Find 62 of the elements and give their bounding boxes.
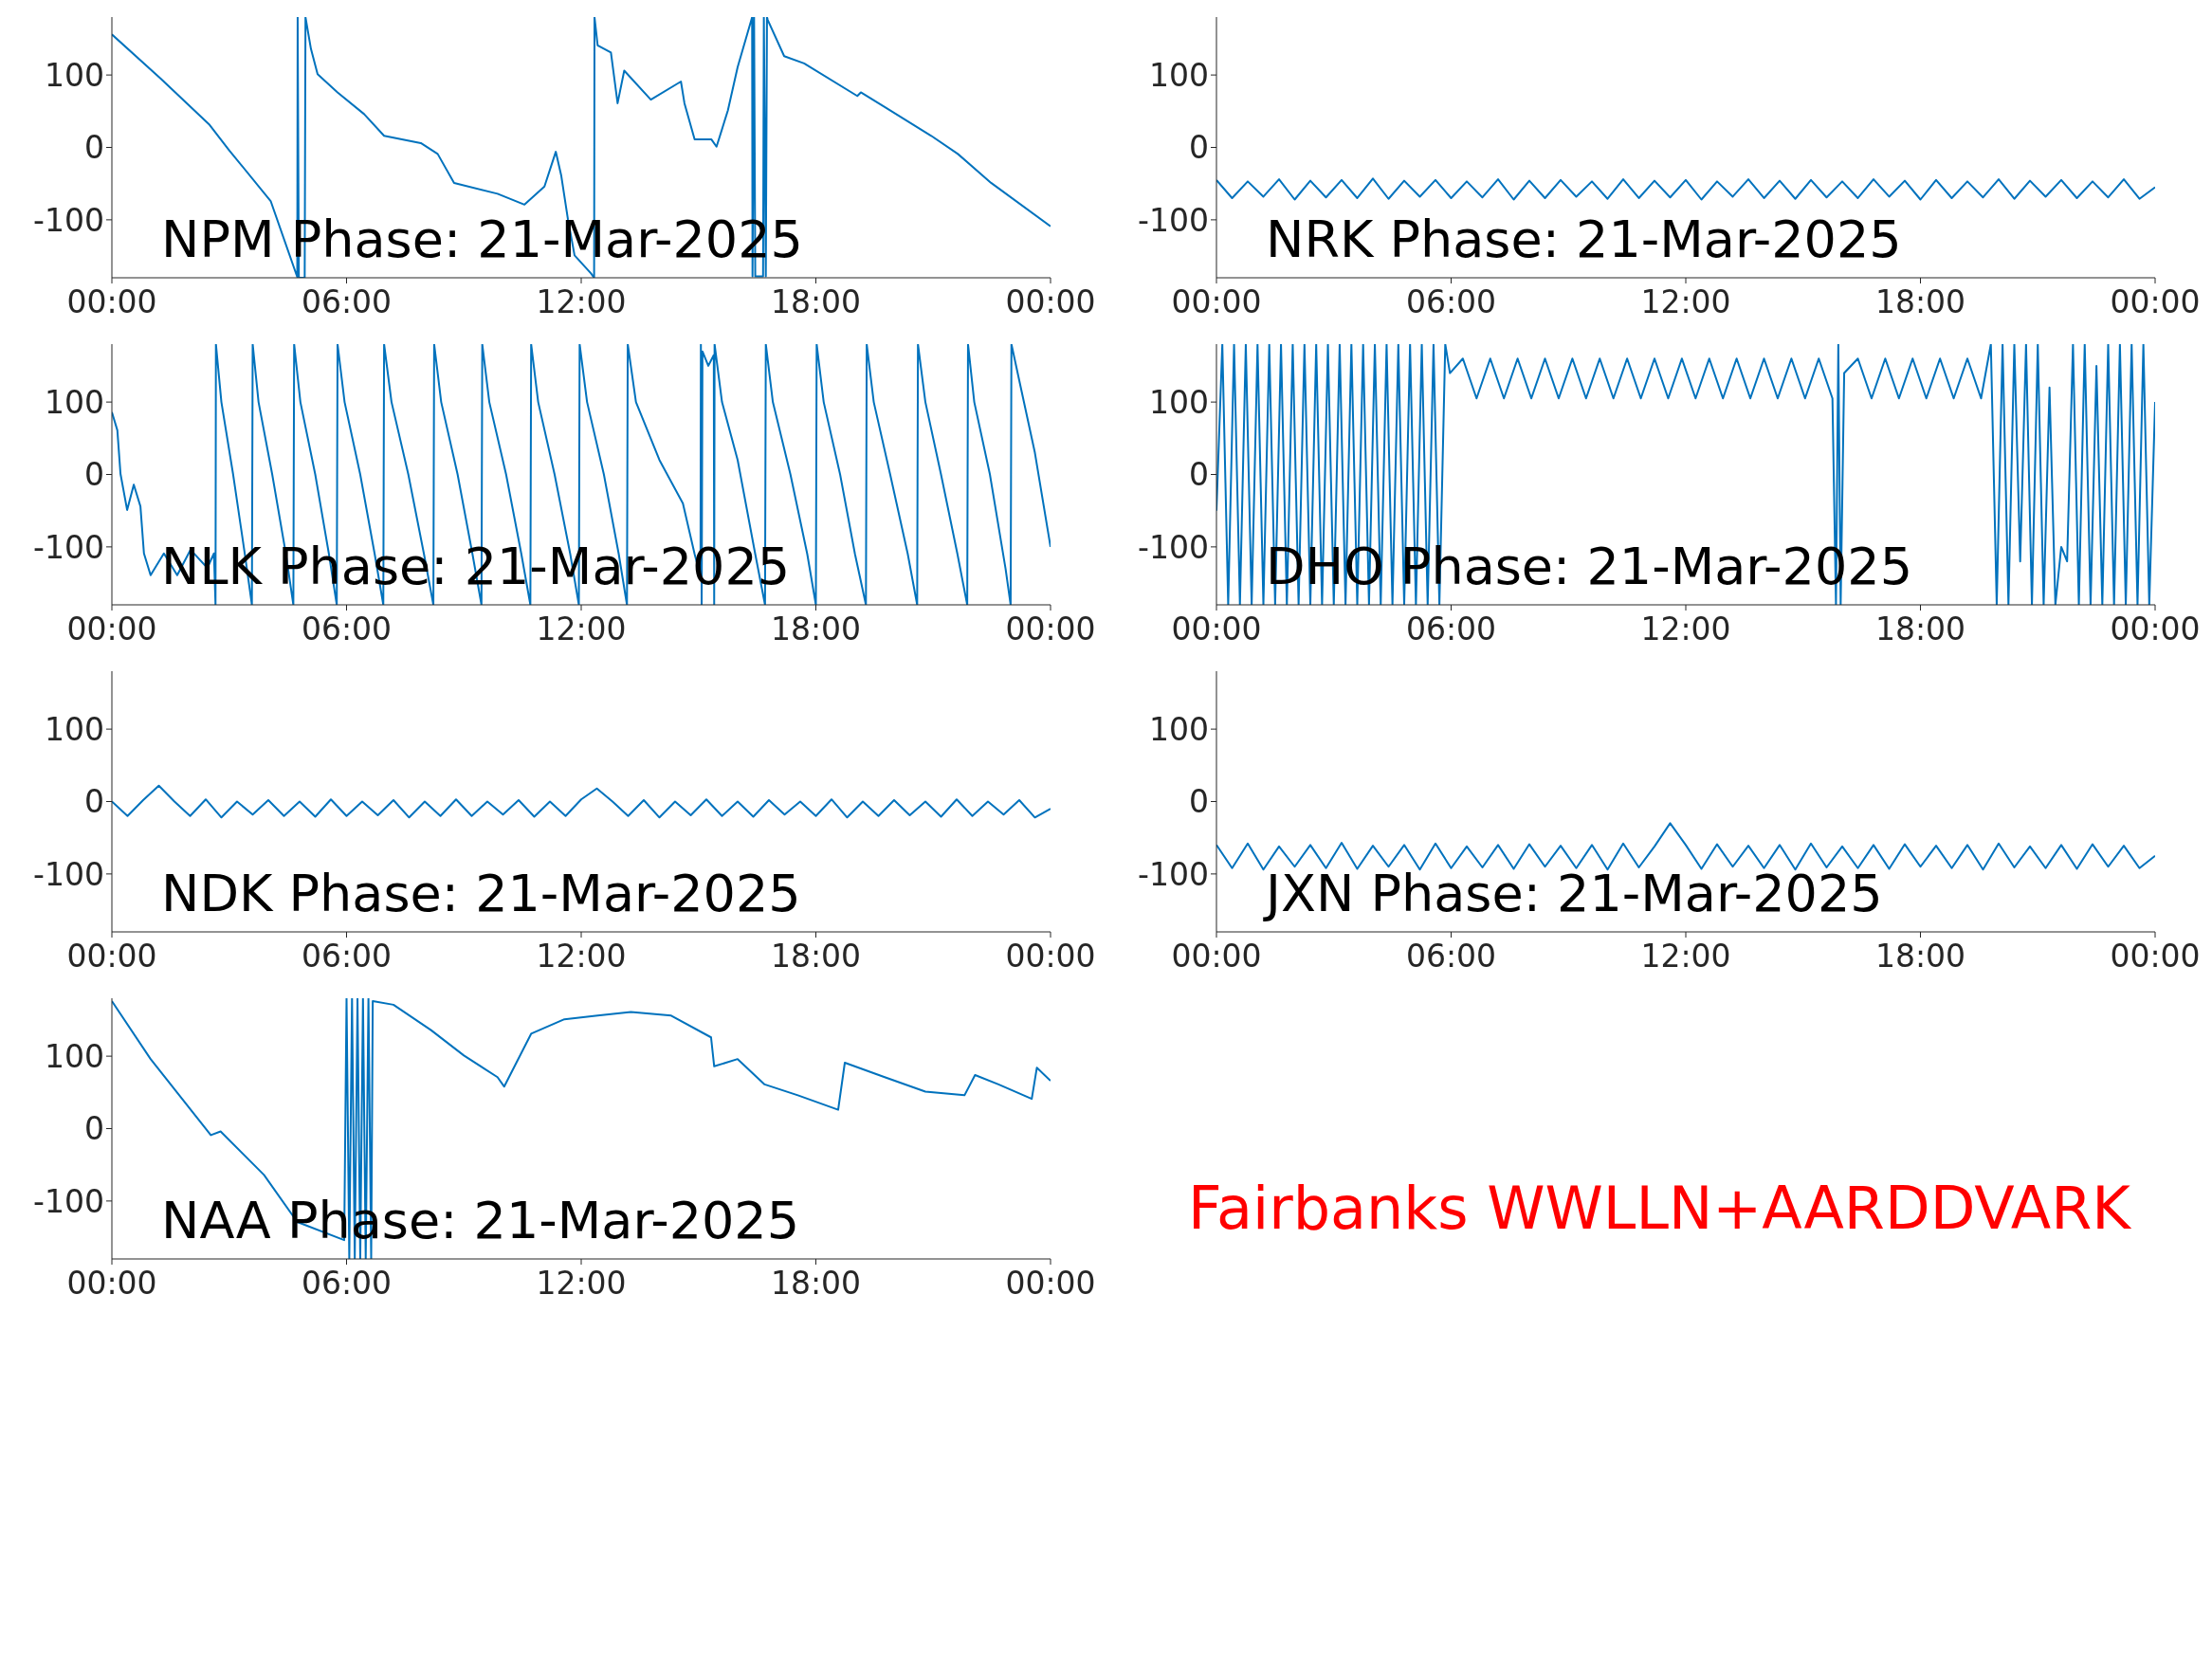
x-tick-label: 12:00	[1640, 283, 1731, 321]
x-tick-label: 00:00	[1171, 938, 1262, 975]
y-tick-label: 100	[1149, 56, 1209, 94]
line-series	[1216, 822, 2155, 871]
x-tick-label: 00:00	[1005, 1265, 1096, 1303]
y-tick-label: 0	[1189, 783, 1209, 821]
x-tick-label: 00:00	[66, 1265, 157, 1303]
text: NRK Phase: 21-Mar-2025	[1266, 210, 1902, 269]
y-tick-label: 100	[45, 1037, 104, 1075]
y-tick-label: 0	[1189, 129, 1209, 167]
x-tick-label: 00:00	[66, 283, 157, 321]
y-tick-label: -100	[33, 855, 104, 893]
x-tick-label: 00:00	[1005, 938, 1096, 975]
y-tick-label: 0	[1189, 456, 1209, 494]
y-tick-label: 0	[84, 1110, 104, 1148]
x-tick-label: 18:00	[770, 283, 862, 321]
line-series	[1216, 177, 2155, 201]
y-tick-label: 100	[45, 710, 104, 748]
x-tick-label: 06:00	[1405, 283, 1497, 321]
x-tick-label: 00:00	[1005, 283, 1096, 321]
x-tick-label: 18:00	[770, 611, 862, 648]
x-tick-label: 12:00	[536, 938, 627, 975]
text: NDK Phase: 21-Mar-2025	[161, 864, 801, 923]
y-tick-label: 100	[1149, 710, 1209, 748]
x-tick-label: 06:00	[301, 283, 393, 321]
y-tick-label: 0	[84, 129, 104, 167]
y-tick-label: -100	[33, 201, 104, 239]
x-tick-label: 00:00	[66, 938, 157, 975]
x-tick-label: 00:00	[1171, 283, 1262, 321]
x-tick-label: 12:00	[536, 283, 627, 321]
line-series	[112, 784, 1051, 819]
y-tick-label: -100	[1138, 201, 1209, 239]
x-tick-label: 06:00	[301, 1265, 393, 1303]
y-tick-label: -100	[1138, 855, 1209, 893]
x-tick-label: 00:00	[2110, 283, 2201, 321]
x-tick-label: 00:00	[66, 611, 157, 648]
x-tick-label: 12:00	[1640, 611, 1731, 648]
x-tick-label: 18:00	[770, 938, 862, 975]
y-tick-label: -100	[33, 1182, 104, 1220]
x-tick-label: 18:00	[770, 1265, 862, 1303]
x-tick-label: 06:00	[301, 938, 393, 975]
y-tick-label: 0	[84, 456, 104, 494]
y-tick-label: 100	[45, 383, 104, 421]
x-tick-label: 06:00	[1405, 938, 1497, 975]
x-tick-label: 06:00	[1405, 611, 1497, 648]
y-tick-label: -100	[1138, 528, 1209, 566]
x-tick-label: 00:00	[1171, 611, 1262, 648]
x-tick-label: 18:00	[1874, 611, 1966, 648]
x-tick-label: 18:00	[1874, 938, 1966, 975]
x-tick-label: 12:00	[536, 1265, 627, 1303]
x-tick-label: 00:00	[1005, 611, 1096, 648]
x-tick-label: 12:00	[1640, 938, 1731, 975]
y-tick-label: 100	[45, 56, 104, 94]
y-tick-label: 0	[84, 783, 104, 821]
y-tick-label: 100	[1149, 383, 1209, 421]
x-tick-label: 18:00	[1874, 283, 1966, 321]
x-tick-label: 00:00	[2110, 611, 2201, 648]
x-tick-label: 00:00	[2110, 938, 2201, 975]
x-tick-label: 06:00	[301, 611, 393, 648]
text: Fairbanks WWLLN+AARDDVARK	[1188, 1174, 2130, 1243]
y-tick-label: -100	[33, 528, 104, 566]
x-tick-label: 12:00	[536, 611, 627, 648]
